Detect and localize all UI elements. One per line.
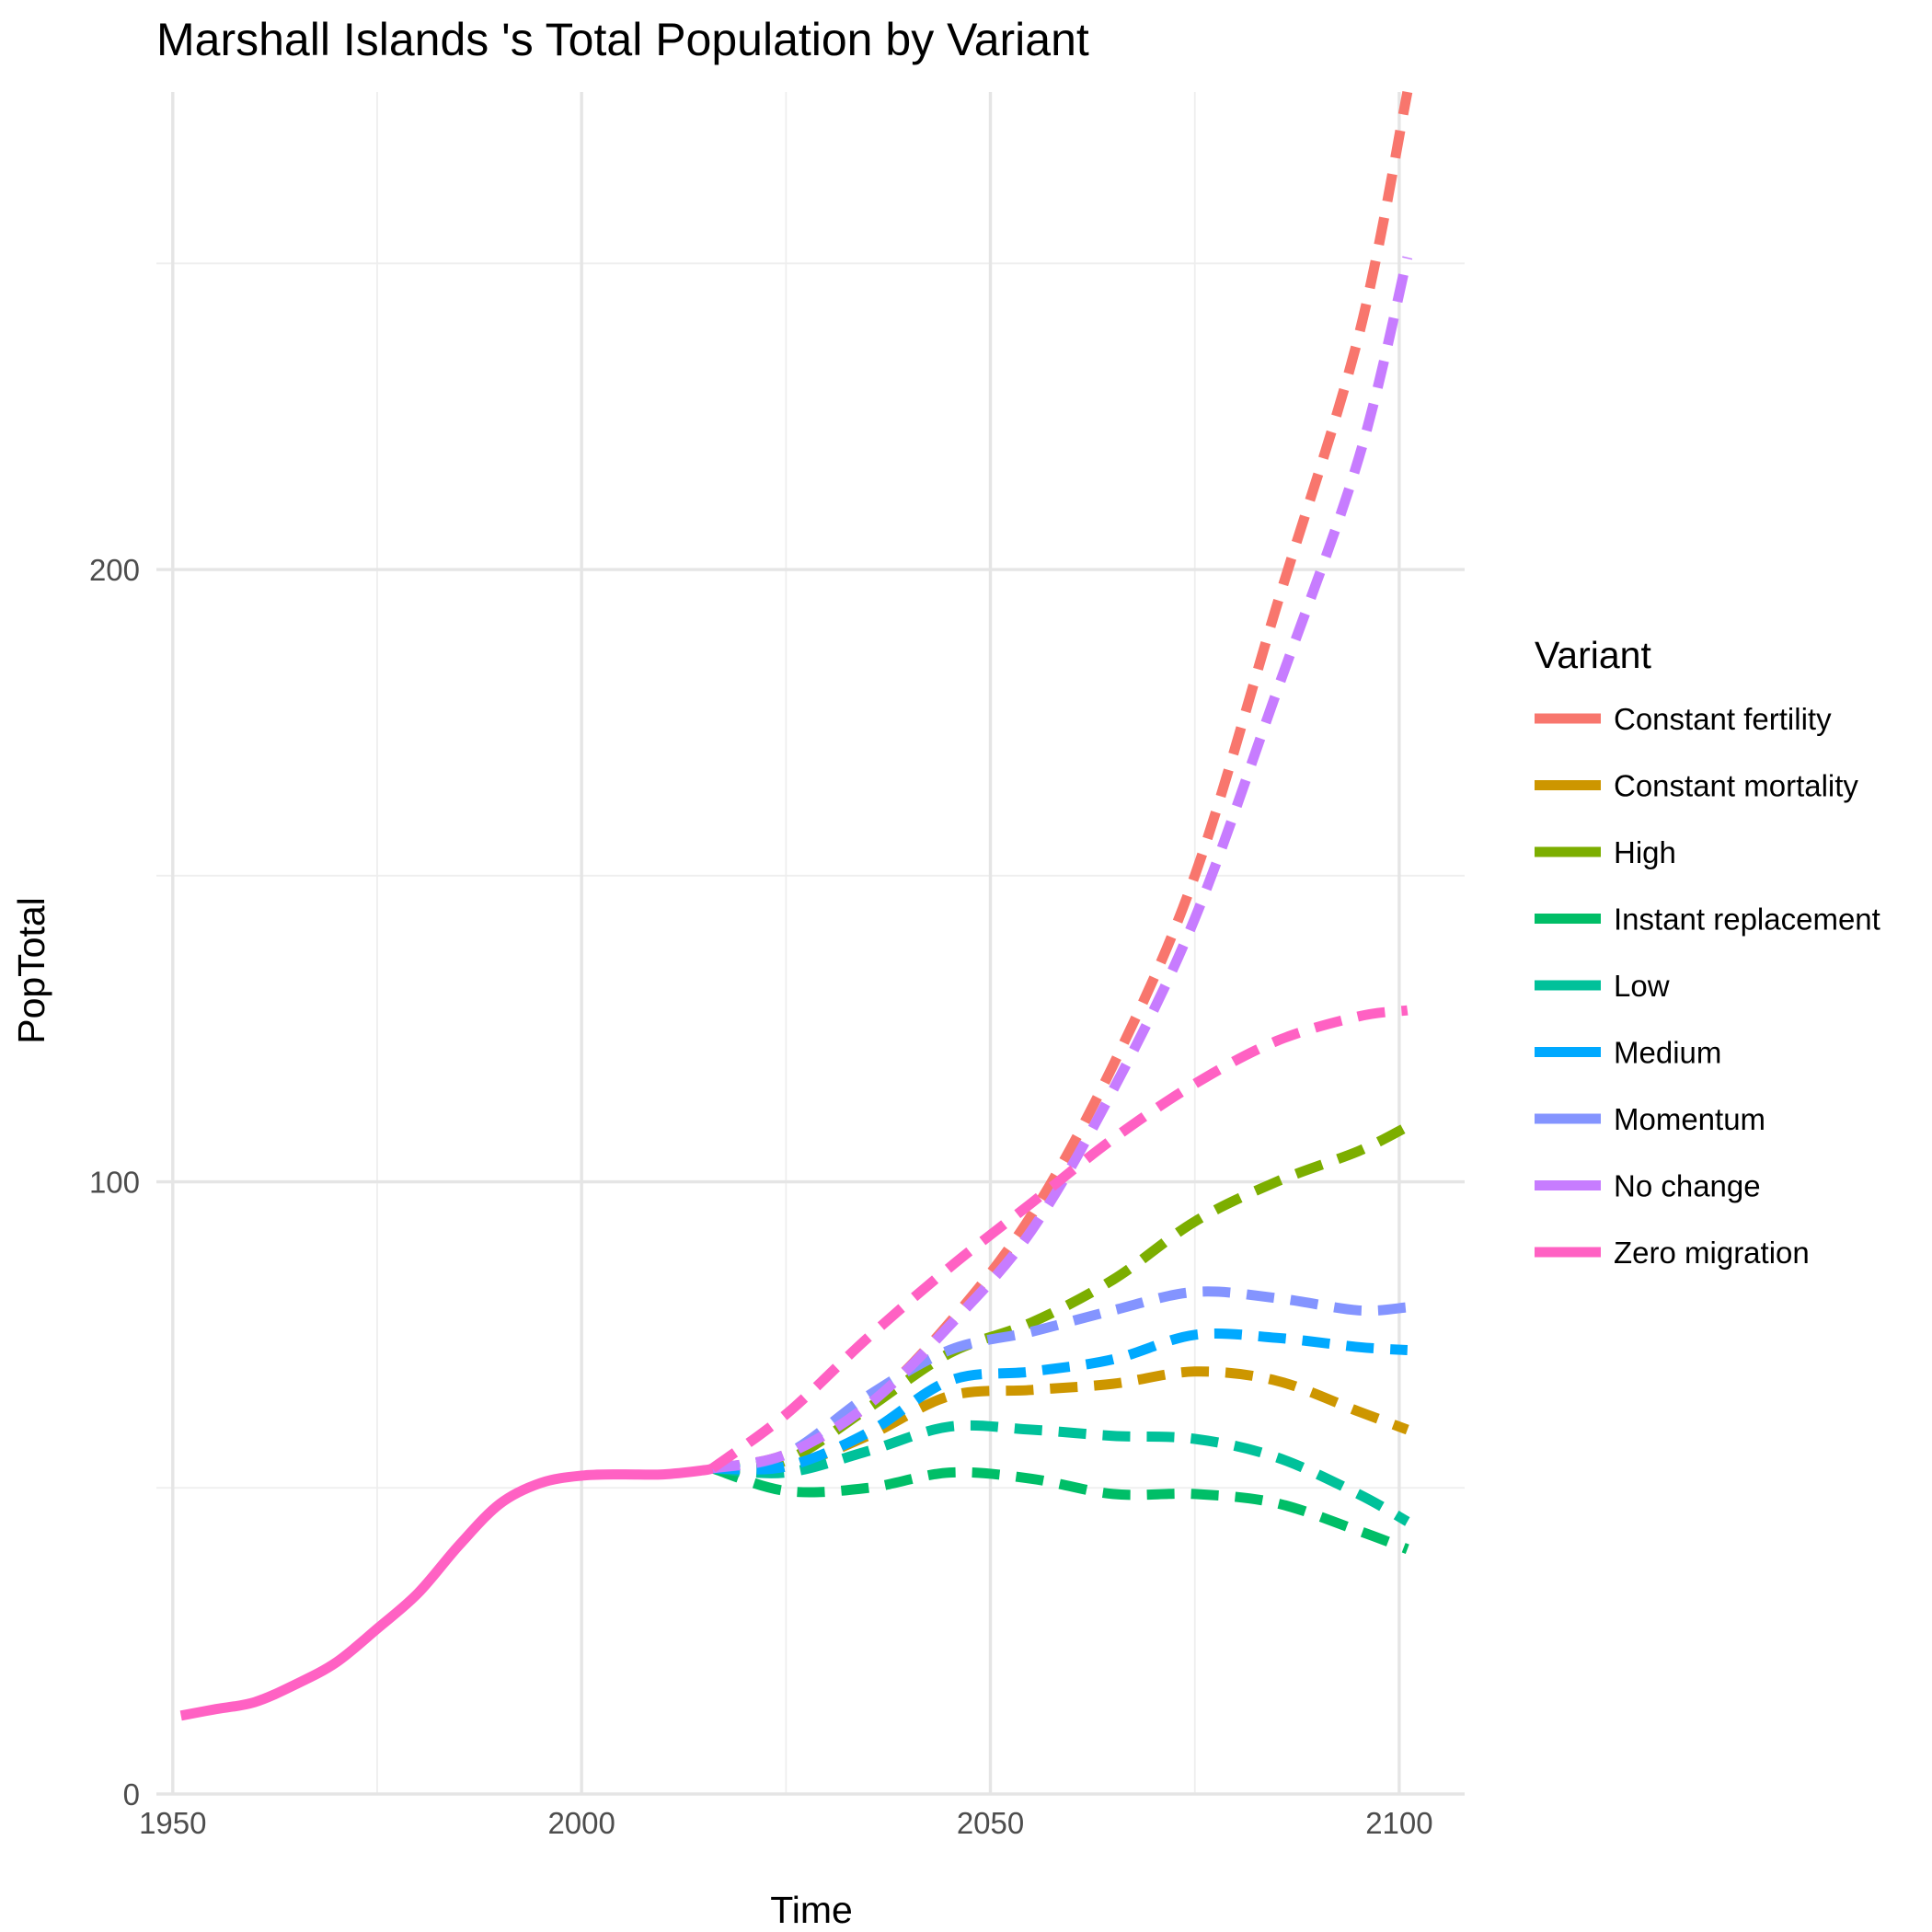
x-tick-label: 1950: [139, 1806, 206, 1840]
legend-label-low: Low: [1614, 969, 1670, 1003]
series-line-low: [711, 1420, 1410, 1526]
series-line-high: [711, 1121, 1410, 1474]
y-tick-label: 0: [123, 1777, 140, 1811]
y-axis-title: PopTotal: [10, 897, 52, 1044]
series-line-medium: [712, 1328, 1409, 1475]
series-line-constant-mortality: [712, 1366, 1409, 1475]
series: [179, 90, 1413, 1721]
x-tick-label: 2100: [1365, 1806, 1432, 1840]
y-tick-label: 200: [89, 553, 140, 587]
legend-label-instant-replacement: Instant replacement: [1614, 903, 1880, 937]
x-axis-title: Time: [770, 1889, 853, 1931]
chart-title: Marshall Islands 's Total Population by …: [156, 14, 1089, 65]
series-line-constant-fertility: [711, 90, 1413, 1474]
legend-label-no-change: No change: [1614, 1169, 1761, 1203]
series-line-zero-migration: [709, 1005, 1409, 1473]
y-tick-label: 100: [89, 1166, 140, 1200]
axes: 1950 2000 2050 2100 0 100 200: [89, 553, 1433, 1840]
series-line-instant-replacement: [710, 1463, 1409, 1554]
legend-label-constant-mortality: Constant mortality: [1614, 769, 1858, 803]
x-tick-label: 2050: [957, 1806, 1024, 1840]
legend-label-momentum: Momentum: [1614, 1102, 1765, 1136]
legend: Variant Constant fertility Constant morta…: [1535, 634, 1880, 1270]
series-line-history: [179, 1463, 715, 1721]
x-tick-label: 2000: [547, 1806, 615, 1840]
series-line-momentum: [711, 1286, 1409, 1474]
legend-label-medium: Medium: [1614, 1036, 1721, 1070]
legend-title: Variant: [1535, 634, 1651, 676]
legend-label-zero-migration: Zero migration: [1614, 1236, 1810, 1270]
legend-label-constant-fertility: Constant fertility: [1614, 702, 1832, 736]
legend-label-high: High: [1614, 835, 1676, 869]
grid: [156, 92, 1465, 1796]
series-line-no-change: [711, 256, 1413, 1474]
